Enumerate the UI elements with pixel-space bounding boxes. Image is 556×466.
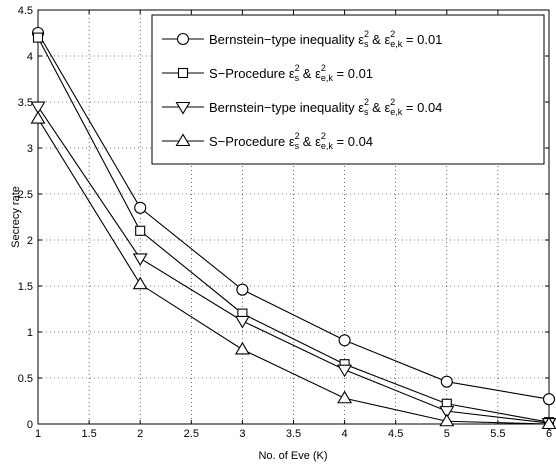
legend-marker — [176, 32, 190, 46]
subscript: s — [295, 141, 300, 151]
subscript: s — [364, 107, 369, 117]
y-tick-label: 1 — [27, 327, 33, 339]
ampersand: & — [299, 66, 315, 81]
superscript: 2 — [364, 29, 369, 39]
y-tick-label: 4.5 — [18, 5, 33, 17]
superscript: 2 — [321, 131, 326, 141]
x-axis-ticks: 1 1.5 2 2.5 3 3.5 4 4.5 5 5.5 6 — [35, 10, 552, 440]
y-axis-label: Secrecy rate — [10, 186, 22, 248]
y-tick-label: 0 — [27, 419, 33, 431]
x-tick-label: 2.5 — [184, 428, 199, 440]
subscript: e,k — [390, 107, 403, 117]
subscript: e,k — [321, 141, 334, 151]
data-point — [542, 393, 556, 406]
y-tick-label: 1.5 — [18, 281, 33, 293]
data-point — [32, 32, 44, 43]
data-point — [440, 375, 453, 388]
epsilon-symbol: ε — [358, 100, 364, 115]
x-tick-label: 4.5 — [388, 428, 403, 440]
subscript: e,k — [321, 73, 334, 83]
epsilon-symbol: ε — [315, 134, 321, 149]
series-group — [30, 26, 556, 431]
x-tick-label: 5 — [444, 428, 450, 440]
data-point — [132, 276, 148, 290]
data-point — [541, 416, 556, 430]
legend-entry-text: S−Procedure ε2 s & ε2 e,k = 0.04 — [209, 131, 373, 151]
data-point — [236, 283, 249, 296]
data-point — [234, 341, 250, 355]
y-axis-ticks: 0 0.5 1 1.5 2 2.5 3 3.5 4 4.5 — [18, 5, 549, 431]
legend-series-name: S−Procedure — [209, 66, 289, 81]
subscript: s — [364, 39, 369, 49]
legend-marker — [177, 67, 189, 79]
y-tick-label: 2.5 — [18, 189, 33, 201]
data-point — [30, 101, 46, 115]
data-point — [135, 225, 146, 236]
data-point — [337, 364, 353, 378]
epsilon-symbol: ε — [289, 134, 295, 149]
series-line — [37, 106, 550, 424]
legend-box — [151, 14, 545, 165]
x-tick-label: 6 — [546, 428, 552, 440]
series-4 — [30, 110, 556, 430]
data-point — [132, 253, 148, 266]
superscript: 2 — [390, 29, 395, 39]
data-point — [337, 390, 353, 404]
y-tick-label: 3 — [27, 143, 33, 155]
x-tick-label: 3 — [239, 428, 245, 440]
subscript: s — [295, 73, 300, 83]
y-tick-label: 4 — [27, 51, 33, 63]
data-point — [439, 413, 455, 427]
epsilon-symbol: ε — [384, 32, 390, 47]
legend-entry-text: S−Procedure ε2 s & ε2 e,k = 0.01 — [209, 63, 373, 83]
superscript: 2 — [390, 97, 395, 107]
legend-entry-text: Bernstein−type inequality ε2 s & ε2 e,k = … — [209, 97, 442, 117]
legend-eps-value: = 0.04 — [333, 134, 373, 149]
superscript: 2 — [321, 63, 326, 73]
y-tick-label: 2 — [27, 235, 33, 247]
y-tick-label: 0.5 — [18, 373, 33, 385]
series-1 — [31, 26, 556, 406]
x-axis-label: No. of Eve (K) — [258, 450, 327, 462]
subscript: e,k — [390, 39, 403, 49]
x-tick-label: 3.5 — [286, 428, 301, 440]
legend: Bernstein−type inequality ε2 s & ε2 e,k = … — [151, 14, 545, 165]
x-tick-label: 4 — [342, 428, 348, 440]
legend-series-name: Bernstein−type inequality — [209, 100, 358, 115]
series-line — [37, 37, 550, 423]
legend-eps-value: = 0.01 — [333, 66, 373, 81]
x-tick-label: 5.5 — [490, 428, 505, 440]
superscript: 2 — [364, 97, 369, 107]
data-point — [234, 315, 250, 329]
superscript: 2 — [295, 131, 300, 141]
legend-eps-value: = 0.04 — [402, 100, 442, 115]
data-point — [30, 110, 46, 124]
data-point — [439, 406, 455, 419]
epsilon-symbol: ε — [315, 66, 321, 81]
series-line — [37, 32, 550, 400]
x-tick-label: 2 — [137, 428, 143, 440]
legend-series-name: S−Procedure — [209, 134, 289, 149]
y-tick-label: 3.5 — [18, 97, 33, 109]
legend-series-name: Bernstein−type inequality — [209, 32, 358, 47]
series-line — [37, 118, 550, 425]
epsilon-symbol: ε — [384, 100, 390, 115]
epsilon-symbol: ε — [358, 32, 364, 47]
legend-entry-text: Bernstein−type inequality ε2 s & ε2 e,k = … — [209, 29, 442, 49]
legend-marker — [175, 101, 191, 115]
legend-marker — [175, 133, 191, 147]
x-tick-label: 1.5 — [81, 428, 96, 440]
superscript: 2 — [295, 63, 300, 73]
ampersand: & — [369, 100, 385, 115]
x-tick-label: 1 — [35, 428, 41, 440]
legend-eps-value: = 0.01 — [402, 32, 442, 47]
ampersand: & — [369, 32, 385, 47]
epsilon-symbol: ε — [289, 66, 295, 81]
data-point — [338, 334, 351, 347]
ampersand: & — [299, 134, 315, 149]
data-point — [134, 201, 147, 214]
